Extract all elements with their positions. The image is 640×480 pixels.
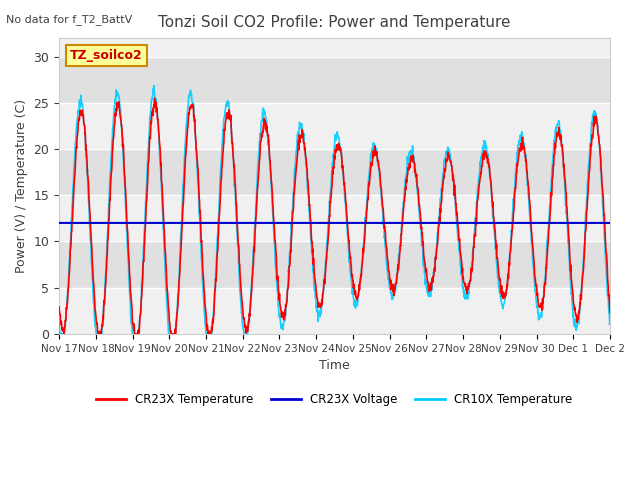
Text: TZ_soilco2: TZ_soilco2 (70, 49, 143, 62)
Legend: CR23X Temperature, CR23X Voltage, CR10X Temperature: CR23X Temperature, CR23X Voltage, CR10X … (92, 388, 577, 411)
Title: Tonzi Soil CO2 Profile: Power and Temperature: Tonzi Soil CO2 Profile: Power and Temper… (158, 15, 511, 30)
X-axis label: Time: Time (319, 359, 350, 372)
Bar (59, 149, 610, 195)
Bar (59, 57, 610, 103)
Bar (59, 241, 610, 288)
Y-axis label: Power (V) / Temperature (C): Power (V) / Temperature (C) (15, 99, 28, 273)
Text: No data for f_T2_BattV: No data for f_T2_BattV (6, 14, 132, 25)
